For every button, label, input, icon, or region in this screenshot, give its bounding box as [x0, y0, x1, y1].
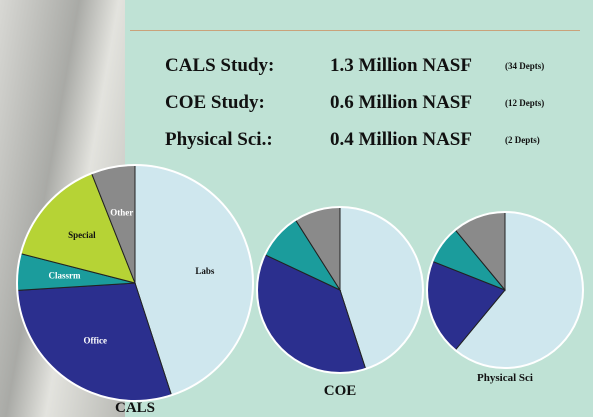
summary-value: 0.4 Million NASF: [330, 129, 472, 150]
pie-outline: [256, 206, 424, 374]
summary-value: 0.6 Million NASF: [330, 92, 472, 113]
summary-label: CALS Study:: [165, 55, 275, 76]
summary-label: COE Study:: [165, 92, 265, 113]
chart-title: Physical Sci: [477, 372, 533, 384]
slice-label: Classrm: [49, 270, 81, 280]
pie-outline: [426, 211, 584, 369]
summary-note: (2 Depts): [505, 135, 540, 145]
rule: [130, 30, 580, 31]
slice-label: Office: [83, 336, 106, 346]
slice-label: Special: [68, 230, 96, 240]
chart-title: CALS: [114, 400, 155, 416]
summary-note: (12 Depts): [505, 98, 545, 108]
pie-outline: [16, 164, 254, 402]
slice-label: Labs: [195, 266, 215, 276]
summary-note: (34 Depts): [505, 61, 545, 71]
summary-label: Physical Sci.:: [165, 129, 273, 150]
slice-label: Other: [110, 208, 133, 218]
chart-title: COE: [323, 383, 357, 399]
summary-value: 1.3 Million NASF: [330, 55, 472, 76]
